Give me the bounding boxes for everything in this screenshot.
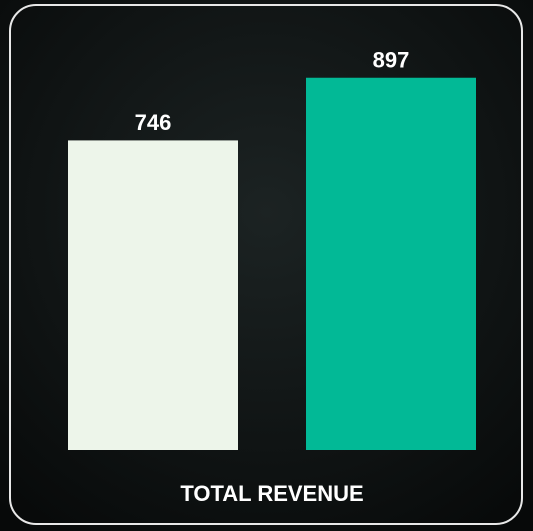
chart-title: TOTAL REVENUE: [180, 481, 363, 506]
value-label: 746: [135, 110, 172, 135]
bar: [306, 77, 476, 451]
bar: [68, 140, 238, 450]
value-label: 897: [373, 48, 410, 73]
card-border: [9, 4, 523, 525]
